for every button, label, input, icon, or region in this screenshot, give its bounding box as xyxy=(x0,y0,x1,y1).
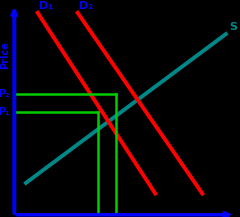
Text: P₁: P₁ xyxy=(0,107,9,117)
Text: S: S xyxy=(229,22,237,32)
Text: Price: Price xyxy=(0,41,10,69)
Text: P₂: P₂ xyxy=(0,89,9,99)
Text: D₂: D₂ xyxy=(79,1,93,11)
Text: D₁: D₁ xyxy=(39,1,53,11)
